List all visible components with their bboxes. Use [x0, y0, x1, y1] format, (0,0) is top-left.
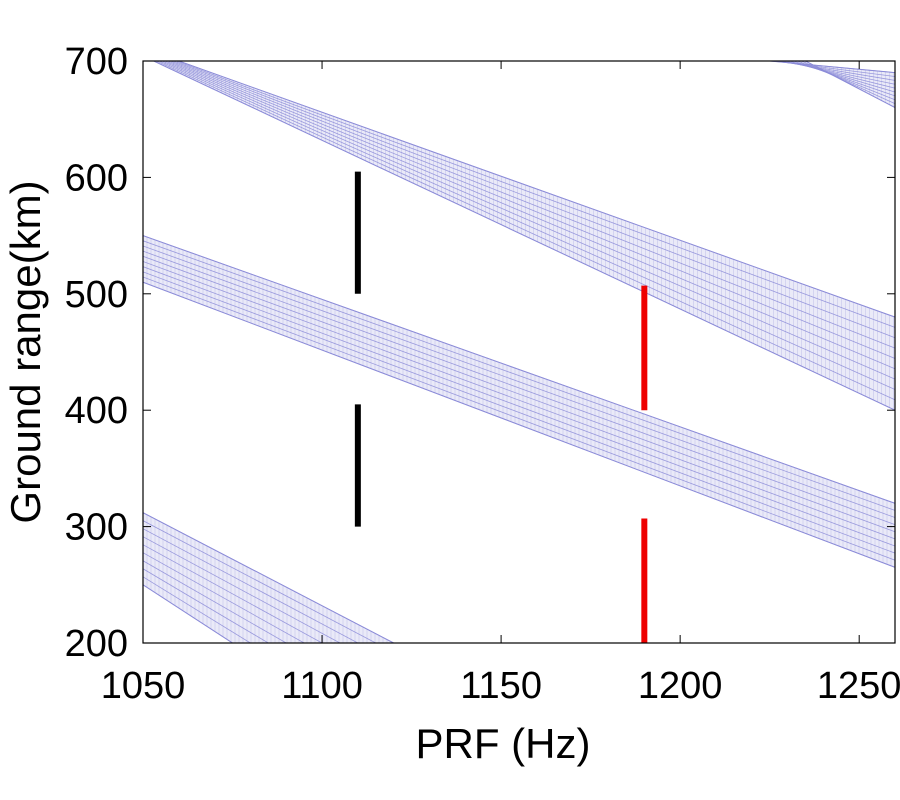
band-hatch-line — [175, 61, 895, 328]
band-hatch-line — [143, 250, 895, 526]
band-hatch-line — [143, 536, 341, 643]
bands-layer — [143, 61, 895, 643]
band-fill — [143, 235, 895, 568]
band-hatch-line — [164, 61, 895, 370]
x-tick-label: 1200 — [638, 665, 723, 707]
y-tick-label: 600 — [65, 157, 128, 199]
band-hatch-line — [143, 245, 895, 518]
band-hatch-line — [143, 261, 895, 540]
band-upper-edge — [143, 235, 895, 504]
band-hatch-line — [143, 576, 251, 643]
band-hatch-line — [143, 240, 895, 511]
y-tick-label: 300 — [65, 507, 128, 549]
band-4 — [769, 61, 895, 109]
y-axis-ticks: 200 300 400 500 600 700 — [65, 41, 895, 665]
band-upper-edge — [769, 61, 895, 74]
y-tick-label: 400 — [65, 390, 128, 432]
band-fill — [769, 61, 895, 108]
band-1 — [153, 61, 895, 411]
band-hatch-line — [143, 266, 895, 547]
x-tick-label: 1100 — [281, 665, 363, 707]
x-axis-ticks: 1050 1100 1150 1200 1250 — [101, 61, 900, 707]
band-3 — [143, 512, 394, 643]
band-hatch-line — [143, 520, 376, 643]
y-tick-label: 700 — [65, 41, 128, 83]
segments-layer — [354, 171, 648, 643]
band-hatch-line — [143, 276, 895, 561]
band-lower-edge — [805, 61, 895, 109]
band-lower-edge — [143, 584, 233, 643]
band-hatch-line — [143, 528, 359, 643]
band-hatch-line — [143, 568, 269, 643]
plot-area-frame — [142, 60, 896, 644]
band-hatch-line — [143, 560, 287, 643]
x-axis-label: PRF (Hz) — [416, 720, 591, 767]
x-tick-label: 1050 — [101, 665, 186, 707]
band-2 — [143, 235, 895, 568]
band-upper-edge — [178, 61, 895, 318]
band-upper-edge — [143, 512, 394, 643]
band-hatch-line — [167, 61, 895, 359]
band-hatch-line — [143, 544, 323, 643]
band-lower-edge — [153, 61, 895, 411]
band-hatch-line — [156, 61, 895, 401]
band-hatch-line — [143, 271, 895, 554]
band-hatch-line — [159, 61, 895, 390]
x-tick-label: 1150 — [460, 665, 542, 707]
y-tick-label: 500 — [65, 274, 128, 316]
y-axis-label: Ground range(km) — [2, 180, 49, 523]
y-tick-label: 200 — [65, 623, 128, 665]
band-hatch-line — [170, 61, 895, 349]
band-hatch-line — [143, 255, 895, 533]
band-hatch-line — [143, 552, 305, 643]
x-tick-label: 1250 — [817, 665, 900, 707]
band-hatch-line — [161, 61, 895, 380]
band-hatch-line — [173, 61, 895, 339]
band-lower-edge — [143, 281, 895, 568]
